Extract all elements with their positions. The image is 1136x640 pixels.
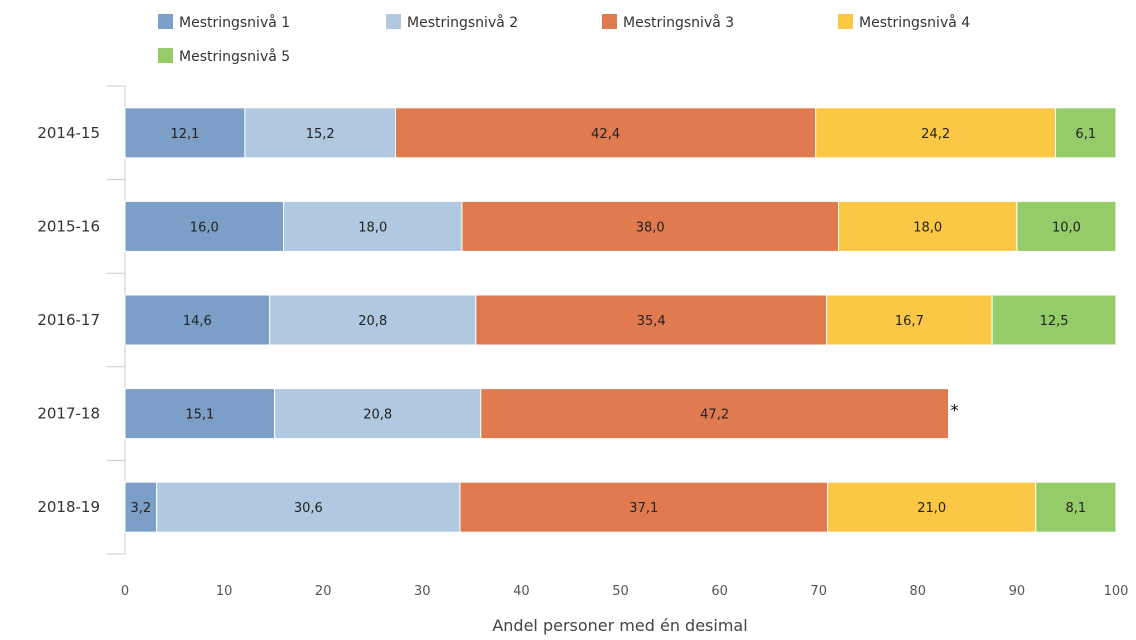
bar-segment-2016-17-mestringsniv-2[interactable] (269, 294, 477, 346)
data-label-2015-16-mestringsniv-1: 16,0 (190, 220, 219, 235)
data-label-2016-17-mestringsniv-3: 35,4 (637, 314, 666, 329)
legend-item-mestringsniv-1[interactable]: Mestringsnivå 1 (158, 14, 290, 31)
data-label-2018-19-mestringsniv-4: 21,0 (917, 501, 946, 516)
data-label-2015-16-mestringsniv-4: 18,0 (913, 220, 942, 235)
bar-segment-2017-18-mestringsniv-2[interactable] (274, 388, 482, 440)
legend: Mestringsnivå 1 Mestringsnivå 2 Mestringsn… (158, 14, 970, 65)
bar-segment-2018-19-mestringsniv-3[interactable] (459, 481, 829, 533)
bar-segment-2015-16-mestringsniv-3[interactable] (461, 200, 840, 252)
bar-segment-2015-16-mestringsniv-1[interactable] (124, 200, 285, 252)
data-label-2018-19-mestringsniv-3: 37,1 (629, 501, 658, 516)
legend-label: Mestringsnivå 1 (179, 14, 290, 31)
bar-segment-2014-15-mestringsniv-1[interactable] (124, 107, 246, 159)
data-label-2018-19-mestringsniv-5: 8,1 (1066, 501, 1087, 516)
bar-segment-2016-17-mestringsniv-5[interactable] (991, 294, 1117, 346)
legend-label: Mestringsnivå 3 (623, 14, 734, 31)
category-label-2016-17: 2016-17 (37, 311, 100, 329)
legend-label: Mestringsnivå 5 (179, 48, 290, 65)
bar-segment-2018-19-mestringsniv-5[interactable] (1035, 481, 1117, 533)
data-label-2015-16-mestringsniv-5: 10,0 (1052, 220, 1081, 235)
bar-segment-2017-18-mestringsniv-3[interactable] (480, 388, 950, 440)
bar-segment-2016-17-mestringsniv-3[interactable] (475, 294, 828, 346)
data-label-2014-15-mestringsniv-3: 42,4 (591, 127, 620, 142)
y-axis: 2014-15 2015-16 2016-17 2017-18 2018-19 (37, 85, 126, 555)
data-label-2017-18-mestringsniv-2: 20,8 (363, 408, 392, 423)
data-label-2018-19-mestringsniv-1: 3,2 (131, 501, 152, 516)
category-label-2015-16: 2015-16 (37, 217, 100, 235)
x-tick-label: 60 (711, 584, 728, 599)
x-tick-label: 40 (513, 584, 530, 599)
category-label-2014-15: 2014-15 (37, 124, 100, 142)
bar-segment-2018-19-mestringsniv-2[interactable] (156, 481, 461, 533)
legend-swatch (158, 48, 173, 63)
data-label-2016-17-mestringsniv-2: 20,8 (358, 314, 387, 329)
legend-swatch (386, 14, 401, 29)
bar-segment-2016-17-mestringsniv-1[interactable] (124, 294, 271, 346)
bar-segment-2017-18-mestringsniv-1[interactable] (124, 388, 276, 440)
bar-segment-2014-15-mestringsniv-4[interactable] (815, 107, 1057, 159)
data-label-2017-18-mestringsniv-1: 15,1 (185, 408, 214, 423)
x-axis-title: Andel personer med én desimal (492, 616, 747, 635)
data-label-2015-16-mestringsniv-2: 18,0 (358, 220, 387, 235)
data-label-2014-15-mestringsniv-5: 6,1 (1075, 127, 1096, 142)
legend-swatch (838, 14, 853, 29)
legend-item-mestringsniv-3[interactable]: Mestringsnivå 3 (602, 14, 734, 31)
bar-segment-2014-15-mestringsniv-3[interactable] (395, 107, 817, 159)
data-label-2016-17-mestringsniv-4: 16,7 (895, 314, 924, 329)
legend-item-mestringsniv-2[interactable]: Mestringsnivå 2 (386, 14, 518, 31)
legend-swatch (602, 14, 617, 29)
legend-swatch (158, 14, 173, 29)
x-axis-ticks: 0 10 20 30 40 50 60 70 80 90 100 (121, 584, 1129, 599)
data-label-2014-15-mestringsniv-2: 15,2 (306, 127, 335, 142)
legend-label: Mestringsnivå 4 (859, 14, 970, 31)
data-label-2017-18-mestringsniv-3: 47,2 (700, 408, 729, 423)
x-tick-label: 90 (1009, 584, 1026, 599)
bar-segment-2018-19-mestringsniv-1[interactable] (124, 481, 158, 533)
data-label-2015-16-mestringsniv-3: 38,0 (636, 220, 665, 235)
bar-segment-2018-19-mestringsniv-4[interactable] (827, 481, 1037, 533)
x-tick-label: 70 (810, 584, 827, 599)
x-tick-label: 80 (910, 584, 927, 599)
data-label-2016-17-mestringsniv-5: 12,5 (1040, 314, 1069, 329)
x-tick-label: 10 (216, 584, 233, 599)
data-label-2016-17-mestringsniv-1: 14,6 (183, 314, 212, 329)
bar-segment-2016-17-mestringsniv-4[interactable] (826, 294, 993, 346)
x-tick-label: 20 (315, 584, 332, 599)
bar-segment-2015-16-mestringsniv-4[interactable] (838, 200, 1018, 252)
category-label-2017-18: 2017-18 (37, 405, 100, 423)
legend-label: Mestringsnivå 2 (407, 14, 518, 31)
data-label-2014-15-mestringsniv-1: 12,1 (170, 127, 199, 142)
data-label-2018-19-mestringsniv-2: 30,6 (294, 501, 323, 516)
bar-segment-2015-16-mestringsniv-5[interactable] (1016, 200, 1117, 252)
x-tick-label: 30 (414, 584, 431, 599)
bar-segment-2014-15-mestringsniv-2[interactable] (244, 107, 397, 159)
data-label-2014-15-mestringsniv-4: 24,2 (921, 127, 950, 142)
bars: 12,1 15,2 42,4 24,2 6,1 16,0 18,0 38,0 18,0 10,0 1… (124, 107, 1117, 533)
legend-item-mestringsniv-5[interactable]: Mestringsnivå 5 (158, 48, 290, 65)
x-tick-label: 50 (612, 584, 629, 599)
annotation-note: * (951, 401, 959, 420)
x-tick-label: 0 (121, 584, 129, 599)
category-label-2018-19: 2018-19 (37, 498, 100, 516)
bar-segment-2014-15-mestringsniv-5[interactable] (1055, 107, 1117, 159)
legend-item-mestringsniv-4[interactable]: Mestringsnivå 4 (838, 14, 970, 31)
x-tick-label: 100 (1104, 584, 1129, 599)
